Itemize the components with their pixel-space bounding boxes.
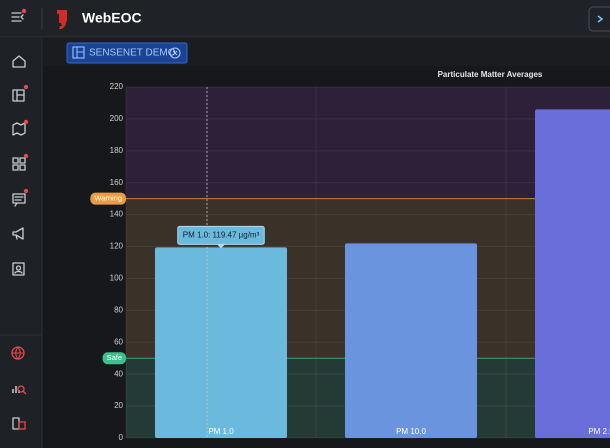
tab-chip[interactable]: SENSENET DEMO <box>67 43 187 63</box>
bar <box>345 243 477 438</box>
bar <box>155 247 287 438</box>
y-tick-label: 180 <box>110 146 124 155</box>
chart: Particulate Matter Averages 0 20 40 60 80 100 1… <box>90 70 610 442</box>
y-tick-label: 80 <box>114 305 123 314</box>
y-tick-label: 140 <box>110 210 124 219</box>
y-tick-label: 160 <box>110 178 124 187</box>
y-tick-label: 0 <box>119 433 124 442</box>
y-tick-label: 40 <box>114 369 123 378</box>
y-tick-label: 220 <box>110 82 124 91</box>
y-tick-label: 100 <box>110 274 124 283</box>
tab-label: SENSENET DEMO <box>89 48 176 59</box>
x-tick-label: PM 10.0 <box>396 427 426 436</box>
x-tick-label: PM 1.0 <box>208 427 234 436</box>
threshold-label: Warning <box>94 194 122 203</box>
threshold-label: Safe <box>107 353 122 362</box>
bar <box>535 109 610 438</box>
y-tick-label: 60 <box>114 337 123 346</box>
y-tick-label: 120 <box>110 242 124 251</box>
top-right-button[interactable] <box>589 7 610 31</box>
y-tick-label: 200 <box>110 114 124 123</box>
chart-title: Particulate Matter Averages <box>438 70 543 79</box>
app-title: WebEOC <box>82 10 142 26</box>
tooltip-text: PM 1.0: 119.47 μg/m³ <box>183 231 260 240</box>
x-tick-label: PM 2.5 <box>588 427 610 436</box>
y-tick-label: 20 <box>114 401 123 410</box>
